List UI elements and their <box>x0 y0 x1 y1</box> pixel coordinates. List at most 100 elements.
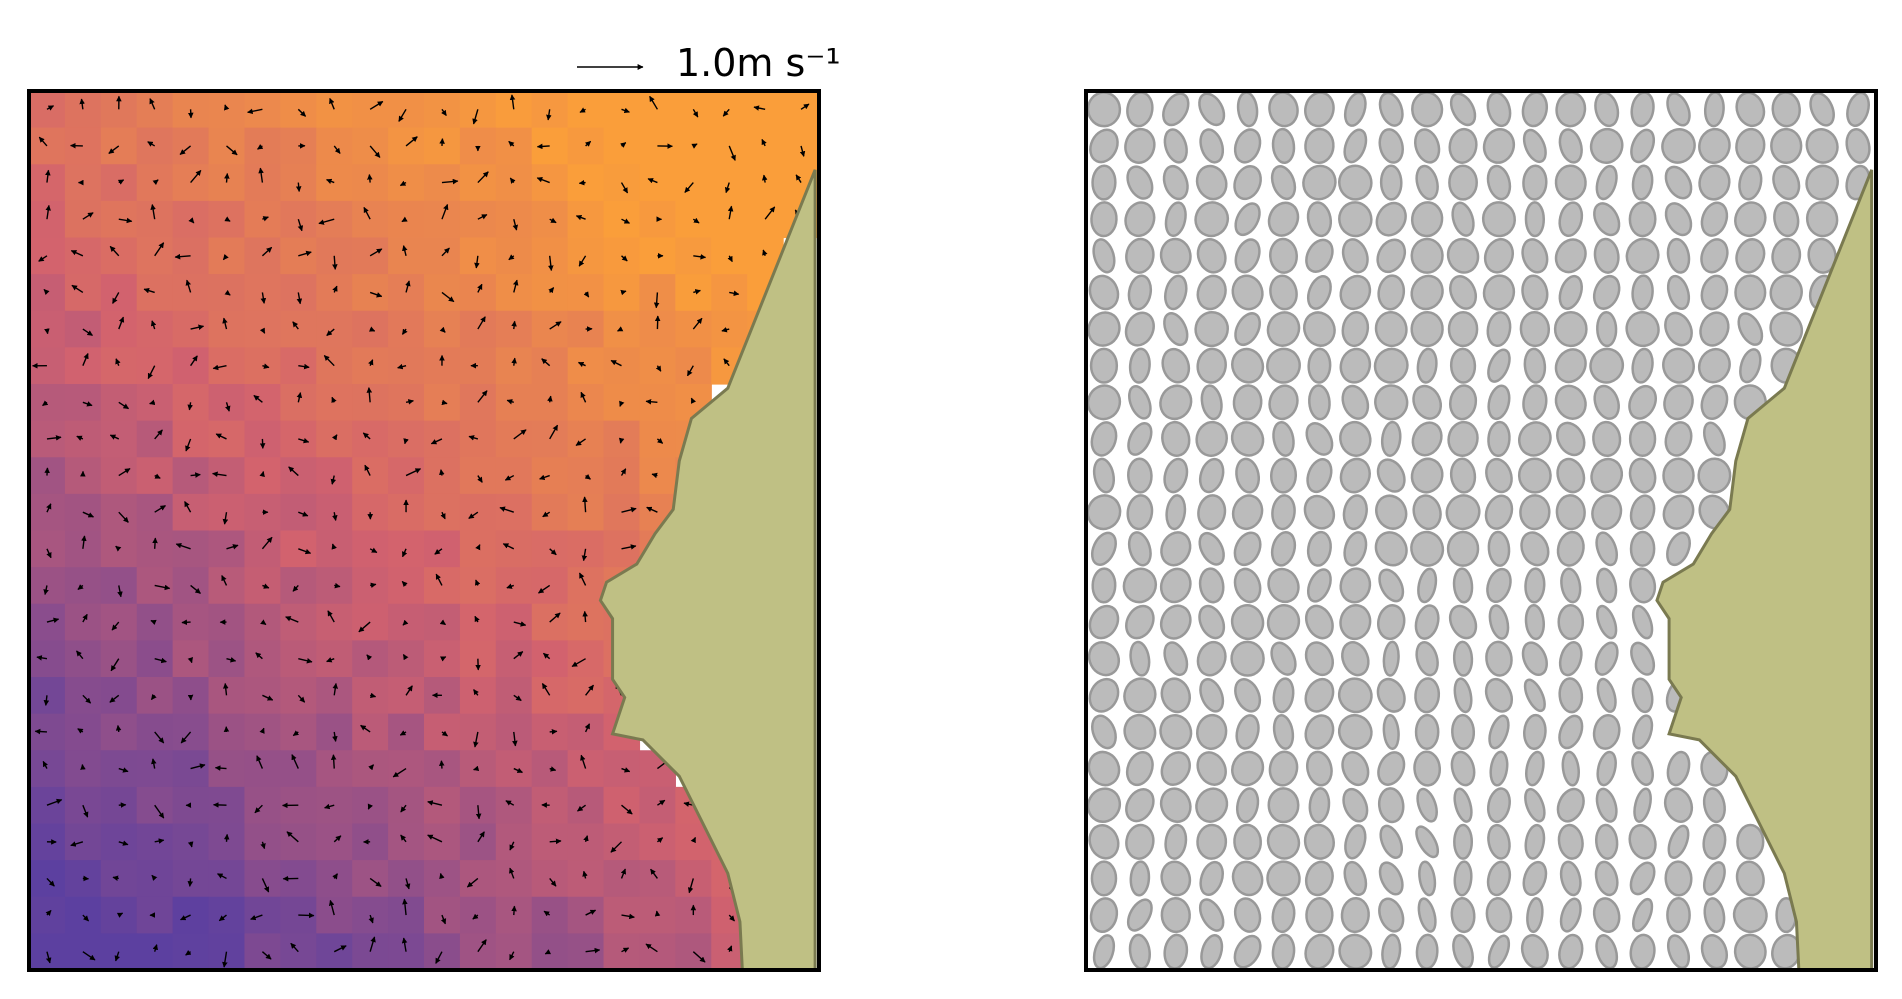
strain-ellipse <box>1702 421 1726 457</box>
velocity-arrow <box>225 402 231 412</box>
velocity-arrow <box>579 107 586 113</box>
velocity-arrow <box>621 218 630 224</box>
strain-ellipse <box>1448 127 1478 164</box>
heat-cell <box>495 237 533 275</box>
velocity-arrow <box>512 219 519 231</box>
heat-cell <box>244 896 281 934</box>
heat-cell <box>352 347 389 385</box>
strain-ellipse <box>1736 823 1765 860</box>
heat-cell <box>424 750 461 788</box>
strain-ellipse <box>1625 311 1660 348</box>
strain-ellipse <box>1557 603 1585 641</box>
strain-ellipse <box>1483 238 1514 274</box>
strain-ellipse <box>1486 787 1511 824</box>
heat-cell <box>208 347 246 385</box>
strain-ellipse <box>1092 457 1115 494</box>
heat-cell <box>531 896 569 934</box>
velocity-arrow <box>727 945 733 952</box>
velocity-arrow <box>366 654 373 661</box>
strain-ellipse <box>1234 678 1262 713</box>
heat-cell <box>280 384 317 422</box>
strain-ellipse <box>1306 568 1332 603</box>
velocity-arrow <box>150 619 157 626</box>
velocity-arrow <box>441 178 459 185</box>
heat-cell <box>459 603 497 641</box>
velocity-arrow <box>363 206 371 220</box>
heat-cell <box>29 457 66 495</box>
strain-ellipse <box>1518 421 1552 457</box>
velocity-arrow <box>42 760 49 769</box>
velocity-arrow <box>151 758 157 769</box>
heat-cell <box>64 457 102 495</box>
strain-ellipse <box>1737 312 1764 346</box>
velocity-arrow <box>360 724 371 733</box>
strain-ellipse <box>1486 91 1512 128</box>
strain-ellipse <box>1451 713 1476 751</box>
strain-ellipse <box>1128 933 1151 970</box>
velocity-arrow <box>684 182 694 193</box>
heat-cell <box>388 200 425 239</box>
strain-ellipse <box>1197 494 1227 531</box>
strain-ellipse <box>1524 567 1546 604</box>
strain-ellipse <box>1523 713 1547 751</box>
velocity-arrow <box>506 399 514 405</box>
velocity-arrow <box>549 548 557 556</box>
strain-ellipse <box>1198 92 1226 127</box>
velocity-arrow <box>405 685 413 696</box>
heat-cell <box>208 164 246 202</box>
strain-ellipse <box>1558 641 1583 677</box>
velocity-arrow <box>118 316 125 330</box>
strain-ellipse <box>1160 677 1191 714</box>
velocity-arrow <box>617 326 624 332</box>
velocity-arrow <box>116 912 124 918</box>
heat-cell <box>567 750 605 788</box>
velocity-arrow <box>403 438 409 445</box>
velocity-arrow <box>686 365 694 377</box>
velocity-arrow <box>368 359 374 366</box>
velocity-arrow <box>575 214 586 221</box>
strain-ellipse <box>1266 311 1301 347</box>
velocity-arrow <box>82 353 89 366</box>
velocity-arrow <box>656 437 664 444</box>
strain-ellipse <box>1305 238 1334 273</box>
strain-ellipse <box>1306 458 1333 494</box>
heat-cell <box>495 933 533 970</box>
strain-ellipse <box>1631 347 1654 384</box>
strain-ellipse <box>1337 677 1373 714</box>
strain-ellipse <box>1163 933 1189 970</box>
heat-cell <box>459 677 497 715</box>
velocity-arrow <box>691 143 698 149</box>
velocity-arrow <box>402 898 408 916</box>
strain-ellipse <box>1377 274 1406 311</box>
velocity-arrow <box>439 656 447 662</box>
strain-ellipse <box>1487 384 1511 421</box>
strain-ellipse <box>1448 164 1478 201</box>
velocity-arrow <box>621 767 631 773</box>
velocity-arrow <box>330 475 337 485</box>
strain-ellipse <box>1449 275 1478 310</box>
heat-cell <box>352 603 389 641</box>
strain-ellipse <box>1196 713 1228 750</box>
velocity-arrow <box>298 912 315 919</box>
velocity-arrow <box>439 469 445 476</box>
velocity-arrow <box>405 468 422 477</box>
heat-cell <box>352 713 389 751</box>
velocity-arrow <box>115 545 122 552</box>
strain-ellipse <box>1123 713 1157 750</box>
strain-ellipse <box>1739 348 1762 384</box>
velocity-arrow <box>250 914 263 921</box>
velocity-arrow <box>549 877 557 887</box>
velocity-arrow <box>295 182 302 192</box>
velocity-arrow <box>582 610 588 623</box>
heat-cell <box>424 530 461 568</box>
strain-ellipse <box>1268 750 1299 787</box>
strain-ellipse <box>1631 274 1654 311</box>
heat-cell <box>172 896 210 934</box>
strain-ellipse <box>1270 531 1297 567</box>
heat-cell <box>459 530 497 568</box>
velocity-arrow <box>222 317 228 330</box>
strain-ellipse <box>1374 384 1409 421</box>
velocity-arrow <box>435 951 443 964</box>
velocity-arrow <box>405 136 418 147</box>
